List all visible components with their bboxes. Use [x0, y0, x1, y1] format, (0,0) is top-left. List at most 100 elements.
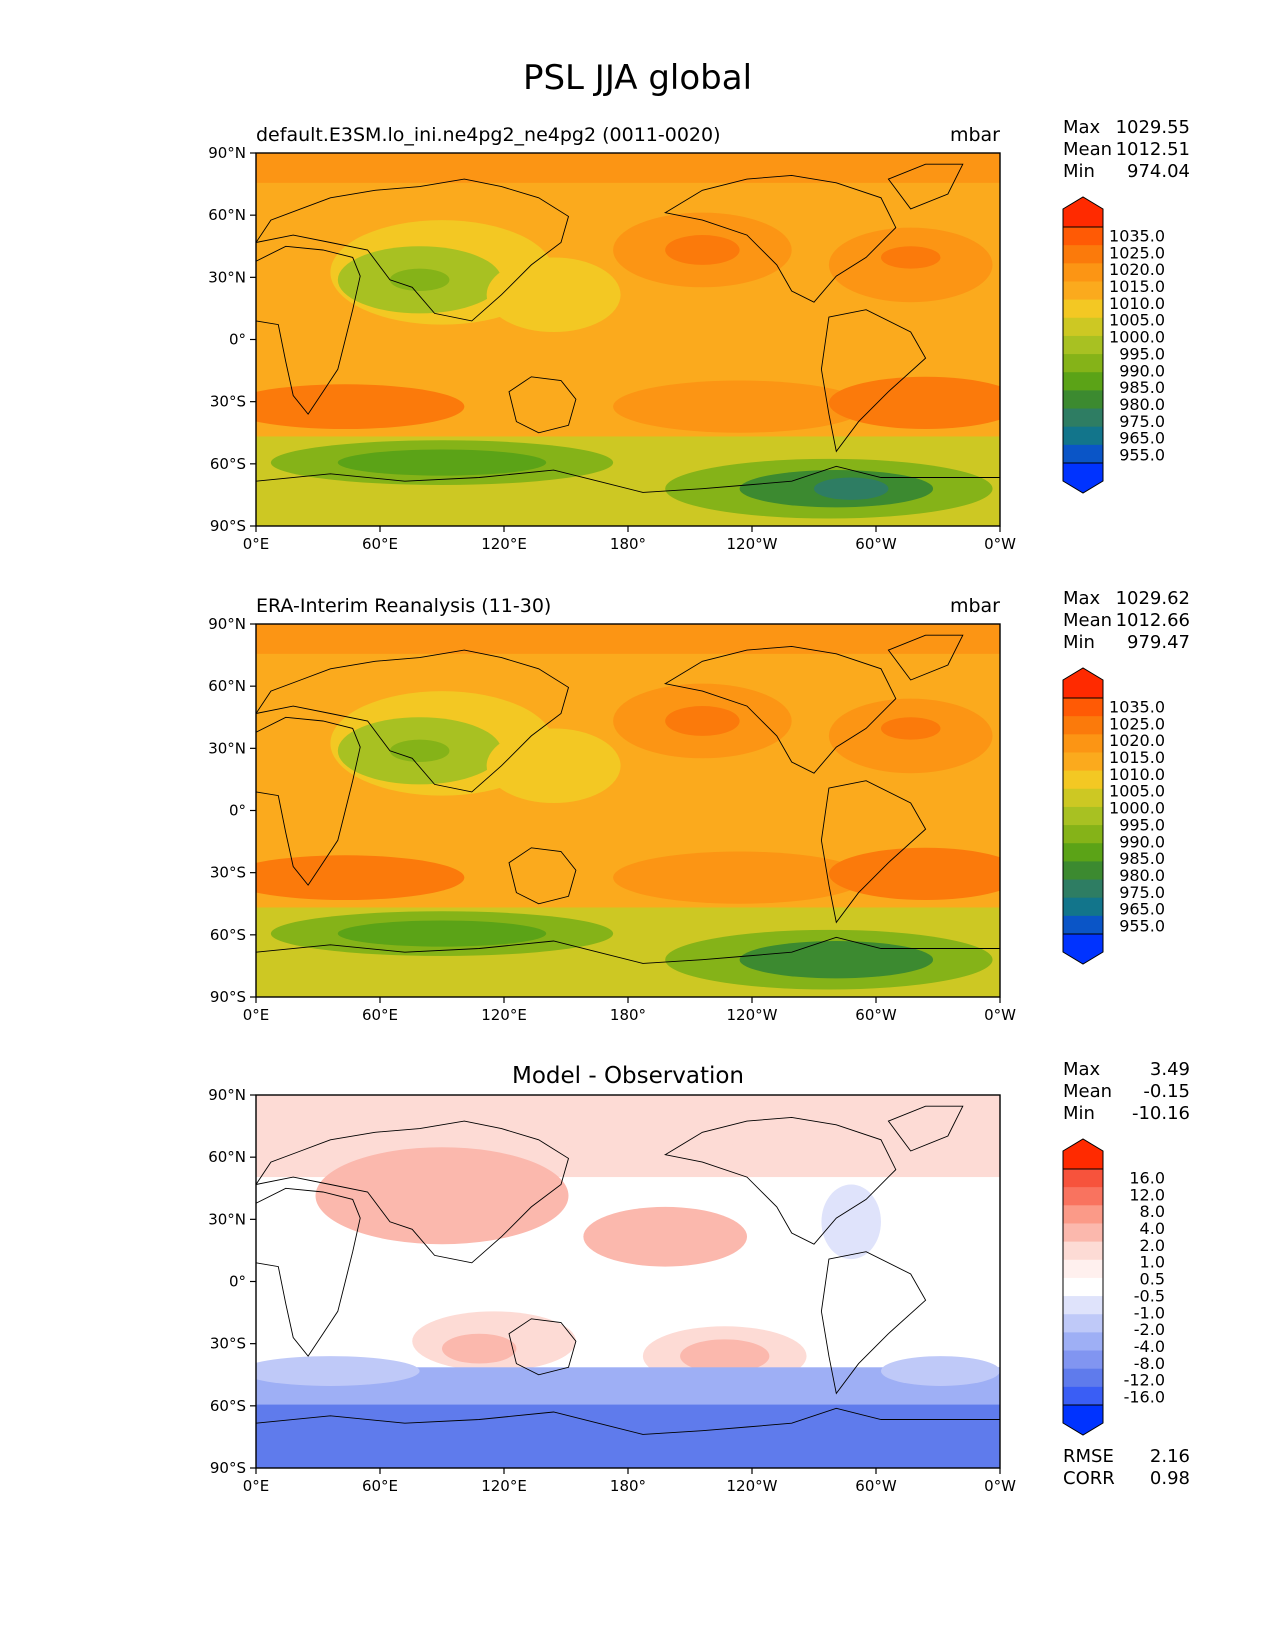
y-tick-label: 0°	[229, 331, 246, 349]
coastline	[663, 174, 897, 303]
x-tick-label: 0°W	[984, 1477, 1016, 1495]
colorbar-label: 1020.0	[1109, 260, 1165, 279]
coastline	[256, 1407, 1000, 1435]
x-tick-label: 0°W	[984, 535, 1016, 553]
contour-field	[256, 1095, 1000, 1468]
colorbar-swatch	[1063, 245, 1103, 264]
x-tick-label: 0°W	[984, 1006, 1016, 1024]
stat-label: Min	[1063, 632, 1095, 653]
figure-title: PSL JJA global	[522, 58, 753, 98]
colorbar-label: 1010.0	[1109, 765, 1165, 784]
colorbar-label: 0.5	[1140, 1270, 1165, 1289]
x-tick-label: 120°E	[481, 1006, 527, 1024]
colorbar-label: 995.0	[1119, 815, 1165, 834]
colorbar-label: 975.0	[1119, 412, 1165, 431]
colorbar-swatch	[1063, 1296, 1103, 1315]
y-tick-label: 60°S	[210, 1397, 246, 1415]
coastline	[887, 634, 964, 681]
colorbar-swatch	[1063, 1350, 1103, 1370]
colorbar-swatch	[1063, 1223, 1103, 1243]
y-tick-label: 30°N	[208, 1210, 246, 1228]
y-tick-label: 60°N	[208, 206, 246, 224]
coastline	[820, 1251, 927, 1395]
x-tick-label: 120°W	[727, 1477, 778, 1495]
colorbar-label: 12.0	[1129, 1185, 1165, 1204]
colorbar: 1035.01025.01020.01015.01010.01005.01000…	[1062, 196, 1165, 494]
colorbar-label: -8.0	[1134, 1354, 1165, 1373]
colorbar-swatch	[1063, 861, 1103, 881]
colorbar-label: -2.0	[1134, 1320, 1165, 1339]
stat-label: Min	[1063, 1103, 1095, 1124]
stat-value: 3.49	[1150, 1059, 1190, 1080]
colorbar-label: 985.0	[1119, 849, 1165, 868]
x-tick-label: 120°W	[727, 535, 778, 553]
coastline	[256, 716, 361, 886]
y-tick-label: 30°S	[210, 393, 246, 411]
y-tick-label: 90°N	[208, 144, 246, 162]
colorbar-swatch	[1063, 354, 1103, 373]
panel-units: mbar	[950, 595, 1000, 617]
colorbar-label: 2.0	[1140, 1236, 1165, 1255]
colorbar-extend-top	[1062, 667, 1104, 699]
coastline	[887, 163, 964, 210]
stat-label: Mean	[1063, 610, 1112, 631]
stat-value: 1012.66	[1116, 610, 1190, 631]
colorbar-swatch	[1063, 1314, 1103, 1333]
colorbar-swatch	[1063, 299, 1103, 319]
colorbar-label: 1035.0	[1109, 697, 1165, 716]
x-tick-label: 60°E	[362, 535, 398, 553]
stat-label: CORR	[1063, 1468, 1115, 1489]
colorbar-extend-bottom	[1062, 1404, 1104, 1436]
x-tick-label: 60°W	[855, 535, 897, 553]
colorbar-label: -16.0	[1124, 1388, 1165, 1407]
colorbar-label: 965.0	[1119, 900, 1165, 919]
y-tick-label: 90°S	[210, 1459, 246, 1477]
y-tick-label: 60°S	[210, 455, 246, 473]
colorbar-swatch	[1063, 879, 1103, 899]
colorbar-swatch	[1063, 372, 1103, 391]
panel-left-title: default.E3SM.lo_ini.ne4pg2_ne4pg2 (0011-…	[256, 124, 721, 146]
colorbar-frame	[1062, 697, 1104, 935]
colorbar-label: 1025.0	[1109, 243, 1165, 262]
colorbar-swatch	[1063, 444, 1103, 464]
y-tick-label: 30°N	[208, 739, 246, 757]
x-tick-label: 60°E	[362, 1477, 398, 1495]
colorbar-frame	[1062, 226, 1104, 464]
panel-units: mbar	[950, 124, 1000, 146]
colorbar-swatch	[1063, 716, 1103, 735]
panel-center-title: Model - Observation	[512, 1063, 744, 1089]
x-tick-label: 0°E	[243, 535, 270, 553]
coastline	[256, 465, 1000, 493]
colorbar-swatch	[1063, 752, 1103, 772]
colorbar-swatch	[1063, 915, 1103, 935]
x-tick-label: 180°	[610, 1006, 646, 1024]
map-panel-3: Model - Observation 0°E 60°E 120°E 180° 120°W…	[208, 1059, 1190, 1495]
x-tick-label: 120°E	[481, 535, 527, 553]
y-tick-label: 60°N	[208, 677, 246, 695]
colorbar-swatch	[1063, 227, 1103, 246]
y-tick-label: 90°N	[208, 615, 246, 633]
colorbar-label: 995.0	[1119, 344, 1165, 363]
colorbar-extend-bottom	[1062, 933, 1104, 965]
stat-value: 1029.62	[1116, 588, 1190, 609]
stat-value: 0.98	[1150, 1468, 1190, 1489]
colorbar-swatch	[1063, 426, 1103, 446]
stat-label: Max	[1063, 1059, 1101, 1080]
colorbar-swatch	[1063, 1241, 1103, 1261]
stat-label: Max	[1063, 588, 1101, 609]
colorbar-label: 1.0	[1140, 1253, 1165, 1272]
colorbar-label: 1015.0	[1109, 277, 1165, 296]
coastline	[663, 1116, 897, 1245]
coastline	[256, 178, 570, 322]
colorbar-label: 1000.0	[1109, 799, 1165, 818]
y-tick-label: 30°S	[210, 1335, 246, 1353]
coastline	[508, 376, 577, 434]
colorbar-label: 1005.0	[1109, 782, 1165, 801]
coastline	[663, 645, 897, 774]
colorbar-swatch	[1063, 1332, 1103, 1352]
coastline	[820, 309, 927, 453]
colorbar-swatch	[1063, 770, 1103, 790]
colorbar-label: 4.0	[1140, 1219, 1165, 1238]
colorbar-swatch	[1063, 1169, 1103, 1188]
